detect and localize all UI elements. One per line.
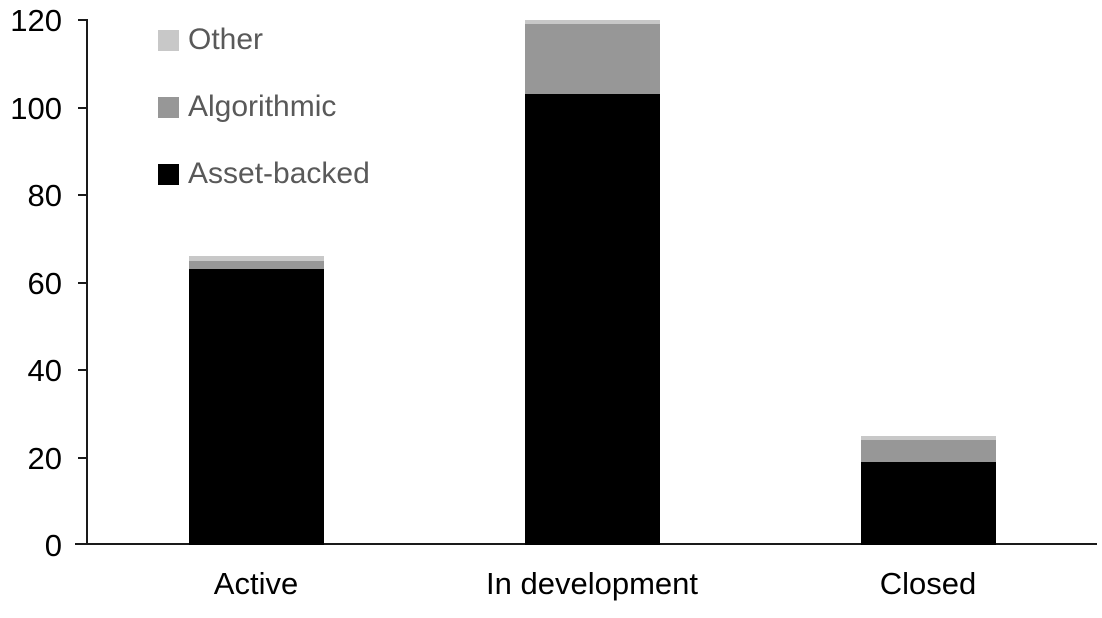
- bar-segment-algorithmic-in-development: [524, 24, 660, 95]
- legend-label: Algorithmic: [188, 90, 337, 123]
- y-tick: [78, 369, 88, 371]
- legend-item-algorithmic: Algorithmic: [158, 92, 336, 122]
- y-tick-label: 40: [27, 353, 62, 388]
- legend-swatch-algorithmic-icon: [158, 96, 179, 118]
- legend-label: Other: [188, 23, 264, 56]
- y-tick-label: 80: [27, 178, 62, 213]
- legend-swatch-other-icon: [158, 29, 179, 51]
- legend-item-asset-backed: Asset-backed: [158, 159, 370, 189]
- bar-segment-algorithmic-active: [188, 260, 324, 270]
- x-category-label-active: Active: [213, 566, 299, 601]
- legend-swatch-asset-backed-icon: [158, 163, 179, 185]
- y-tick: [78, 456, 88, 459]
- y-tick: [78, 19, 88, 21]
- x-category-label-closed: Closed: [879, 566, 977, 601]
- legend-item-other: Other: [158, 25, 263, 55]
- bar-segment-other-in-development: [524, 20, 660, 25]
- bar-segment-other-closed: [860, 435, 996, 440]
- y-tick-label: 60: [27, 265, 62, 301]
- bar-active: [188, 0, 324, 545]
- bar-segment-other-active: [188, 256, 324, 261]
- y-tick-label: 100: [10, 90, 62, 126]
- y-tick-label: 120: [10, 3, 62, 38]
- y-tick: [78, 281, 88, 284]
- y-tick-label: 0: [44, 528, 62, 563]
- y-tick-label: 20: [27, 440, 62, 476]
- bar-segment-asset-backed-active: [188, 269, 324, 545]
- x-category-label-in-development: In development: [486, 566, 698, 601]
- bar-segment-asset-backed-closed: [860, 461, 996, 545]
- bar-segment-asset-backed-in-development: [524, 94, 660, 545]
- bar-in-development: [524, 0, 660, 545]
- bar-segment-algorithmic-closed: [860, 440, 996, 462]
- legend-label: Asset-backed: [188, 157, 370, 190]
- bar-closed: [860, 0, 996, 545]
- y-tick: [78, 106, 88, 109]
- y-tick: [78, 194, 88, 196]
